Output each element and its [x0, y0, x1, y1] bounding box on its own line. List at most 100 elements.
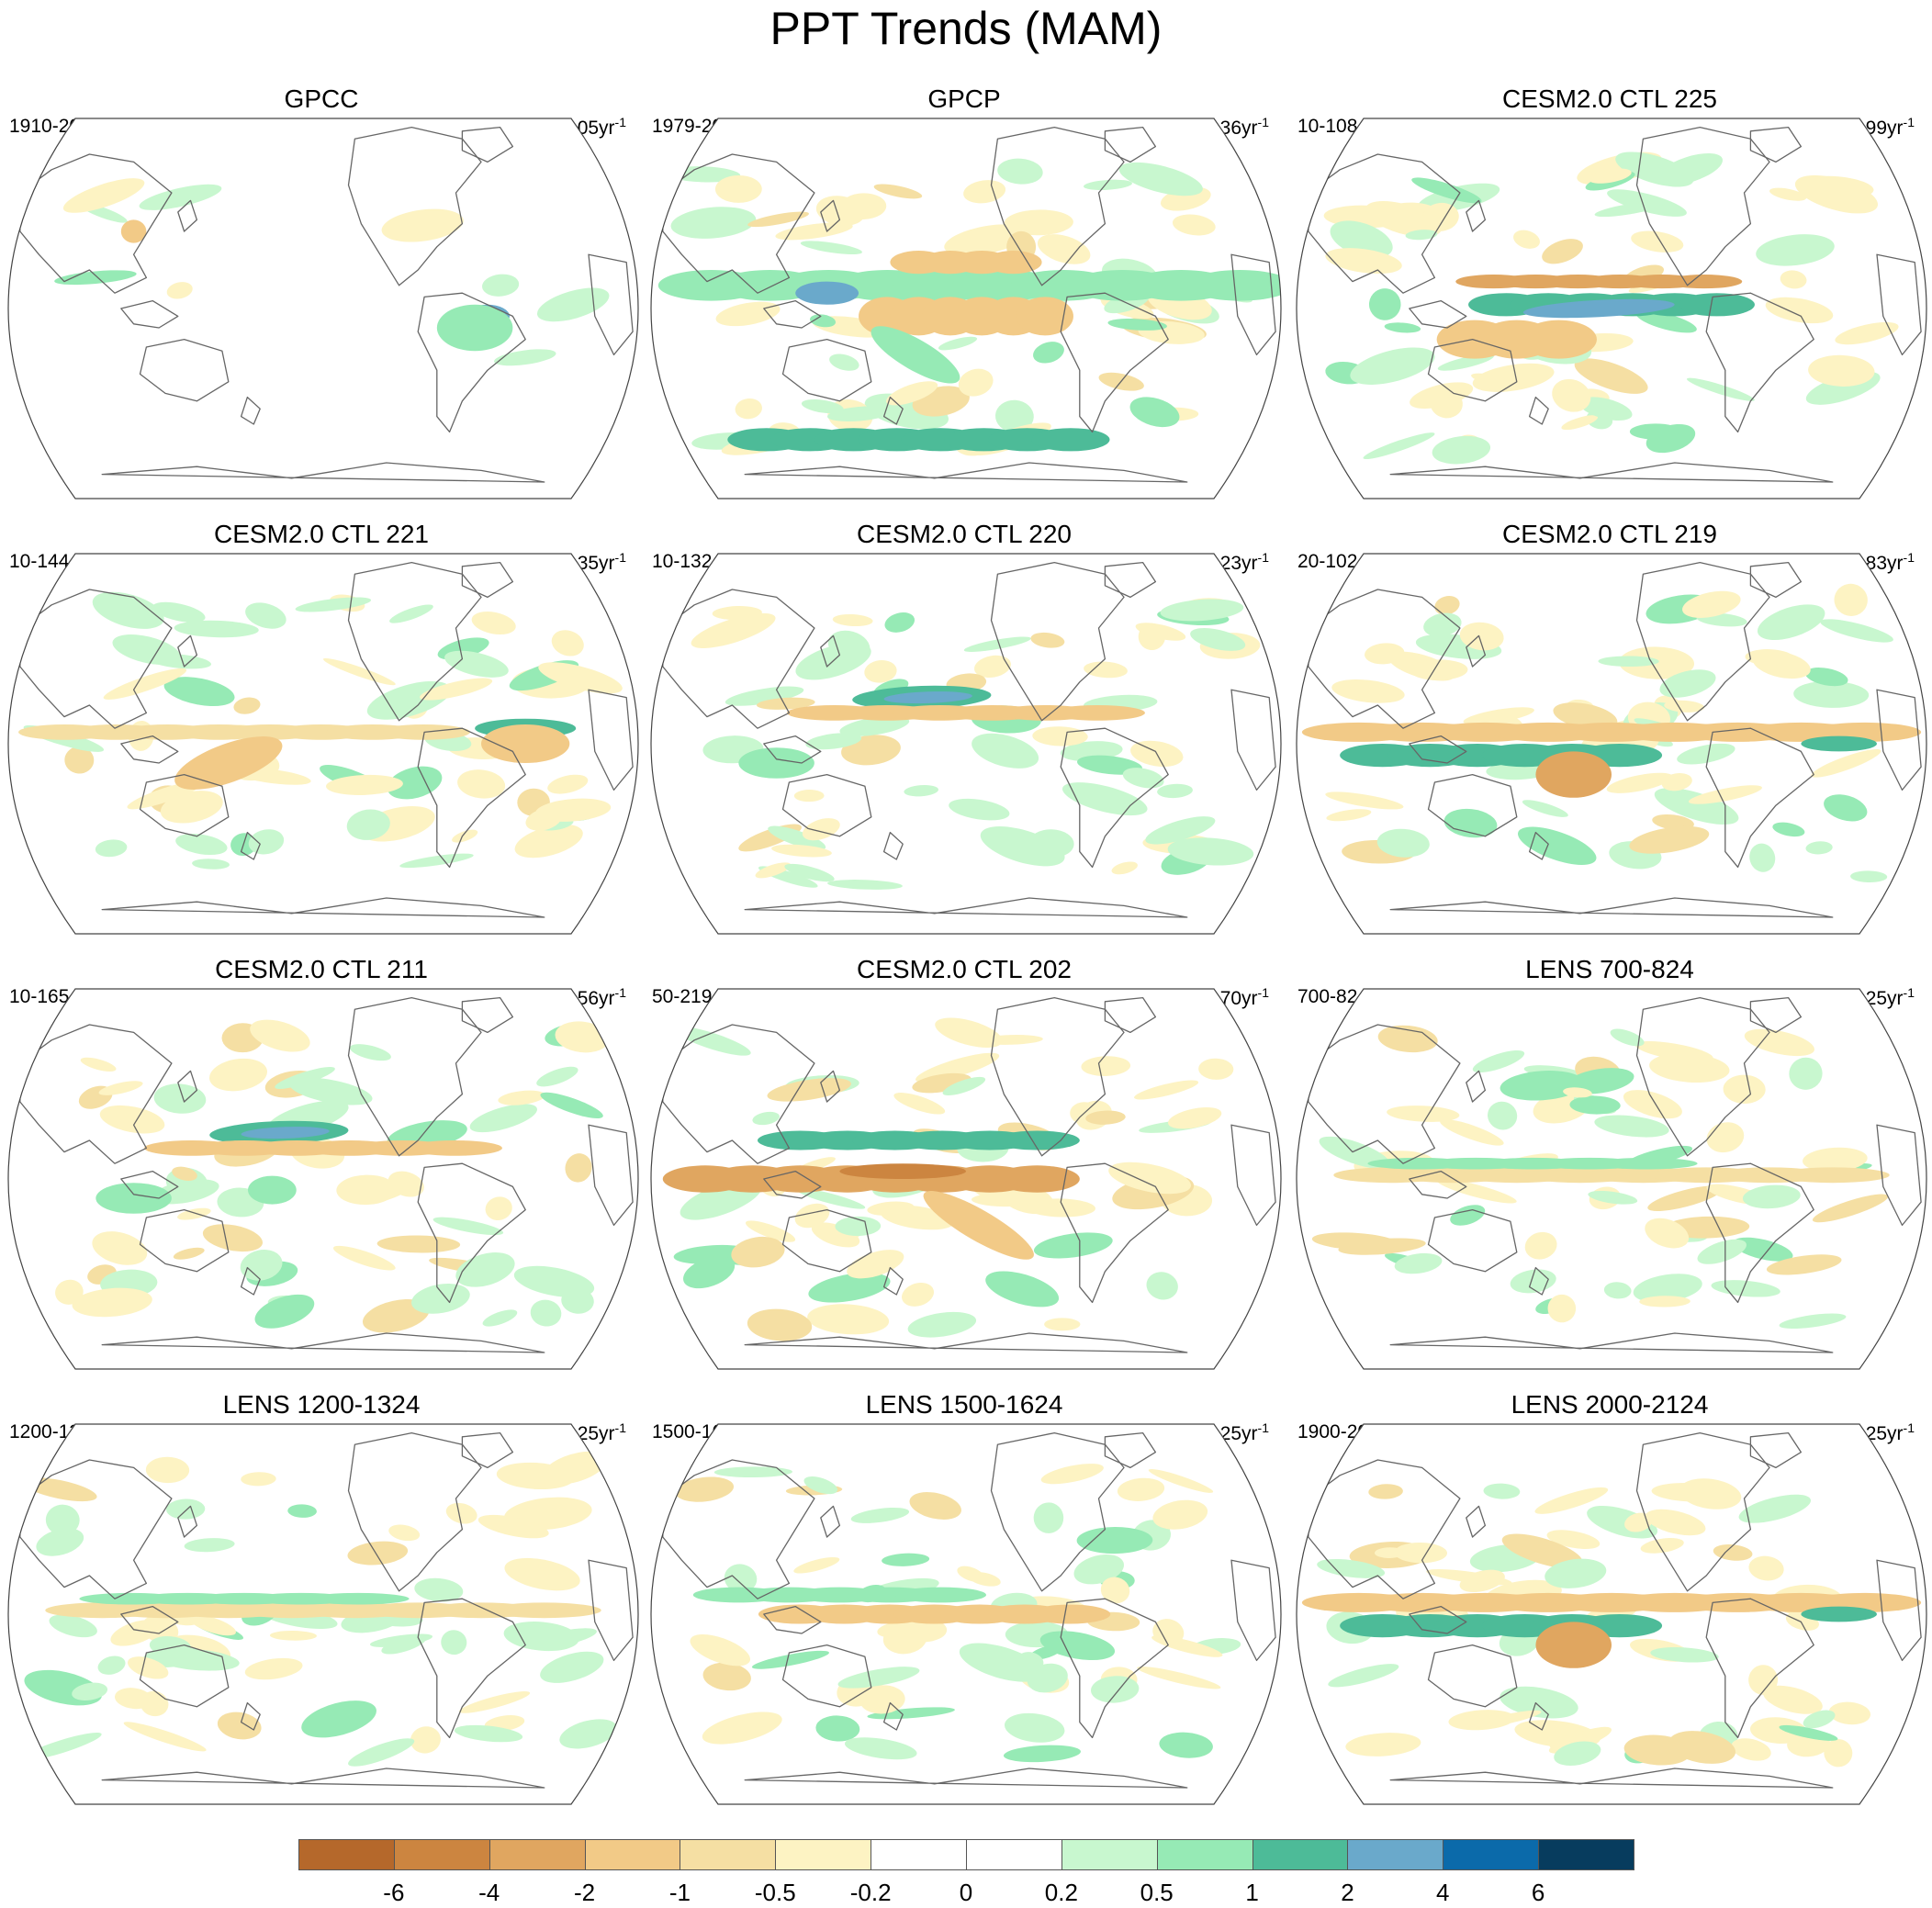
trend-contour	[1157, 783, 1193, 799]
coastline	[1528, 396, 1549, 425]
coastline	[120, 299, 179, 329]
trend-contour	[670, 207, 757, 239]
trend-contour	[160, 791, 223, 824]
colorbar-tick-label: -2	[574, 1879, 596, 1906]
trend-contour	[883, 691, 972, 704]
trend-contour	[902, 1282, 935, 1307]
trend-contour	[1076, 1527, 1153, 1554]
trend-contour	[36, 1528, 84, 1556]
trend-contour	[241, 1127, 330, 1139]
trend-contour	[1804, 668, 1848, 687]
trend-contour	[1779, 1313, 1847, 1330]
trend-contour	[241, 1472, 276, 1487]
trend-contour	[202, 1224, 264, 1252]
trend-contour	[683, 1256, 736, 1289]
trend-contour	[322, 657, 396, 686]
trend-contour	[1030, 632, 1065, 648]
trend-contour	[1769, 187, 1807, 201]
trend-contour	[1646, 1509, 1706, 1536]
coastline	[1308, 153, 1461, 294]
trend-contour	[45, 1504, 80, 1536]
coastline	[1427, 338, 1518, 402]
coastline	[820, 1505, 841, 1538]
trend-contour	[1159, 1732, 1213, 1758]
trend-contour	[1801, 1606, 1877, 1622]
trend-contour	[775, 222, 853, 241]
map-border	[7, 118, 639, 499]
trend-contour	[346, 809, 390, 840]
trend-contour	[984, 251, 1042, 275]
coastline	[1060, 1598, 1169, 1739]
trend-contour	[1117, 1477, 1165, 1501]
trend-contour	[1779, 1724, 1838, 1741]
trend-contour	[1129, 397, 1180, 428]
trend-contour	[1808, 354, 1875, 387]
trend-contour	[794, 1203, 830, 1229]
trend-contour	[92, 591, 164, 629]
trend-contour	[1834, 583, 1868, 616]
trend-contour	[1172, 214, 1216, 236]
trend-contour	[1679, 293, 1755, 317]
trend-contour	[485, 1196, 512, 1221]
trend-contour	[173, 1247, 205, 1260]
trend-contour	[1647, 1185, 1723, 1212]
trend-contour	[1037, 234, 1091, 264]
trend-contour	[923, 1191, 1034, 1260]
coastline	[1705, 292, 1814, 433]
colorbar-tick-label: 6	[1531, 1879, 1545, 1906]
trend-contour	[326, 774, 403, 795]
trend-contour	[64, 746, 95, 774]
trend-contour	[1594, 1115, 1669, 1138]
trend-contour	[1812, 1194, 1889, 1223]
trend-contour	[1363, 432, 1435, 460]
coastline	[139, 1208, 230, 1273]
trend-contour	[1631, 230, 1684, 253]
coastline	[101, 1332, 545, 1353]
trend-contour	[1518, 826, 1597, 865]
trend-contour	[724, 686, 804, 706]
trend-contour	[958, 368, 994, 397]
trend-contour	[1376, 828, 1430, 858]
trend-contour	[768, 825, 826, 850]
coastline	[820, 199, 841, 232]
trend-contour	[188, 1614, 236, 1636]
trend-contour	[1073, 1554, 1124, 1585]
trend-contour	[1122, 768, 1164, 789]
panel-title: LENS 2000-2124	[1511, 1390, 1709, 1419]
trend-contour	[95, 839, 128, 858]
trend-contour	[837, 1667, 920, 1689]
map-border	[650, 553, 1282, 935]
trend-contour	[436, 304, 513, 352]
coastline	[781, 1644, 872, 1708]
trend-contour	[1368, 288, 1401, 320]
coastline	[1876, 253, 1922, 356]
coastline	[1749, 561, 1803, 599]
trend-contour	[796, 1188, 866, 1209]
coastline	[1389, 897, 1834, 918]
trend-contour	[747, 211, 809, 228]
trend-contour	[1472, 363, 1555, 392]
trend-contour	[1350, 347, 1435, 385]
trend-contour	[1411, 177, 1482, 204]
coastline	[177, 1505, 198, 1538]
trend-contour	[381, 208, 464, 242]
trend-contour	[565, 1153, 592, 1183]
panel-title: CESM2.0 CTL 211	[215, 955, 428, 983]
trend-contour	[540, 1651, 604, 1683]
trend-contour	[1664, 700, 1705, 713]
trend-contour	[864, 660, 897, 683]
trend-contour	[540, 1092, 603, 1118]
world-map	[1296, 988, 1927, 1370]
trend-contour	[801, 398, 844, 414]
trend-contour	[1190, 628, 1246, 651]
trend-contour	[690, 1633, 751, 1667]
coastline	[417, 1162, 526, 1304]
coastline	[744, 1768, 1188, 1789]
trend-contour	[123, 1722, 207, 1752]
panel-period: 10-108	[1297, 116, 1358, 137]
coastline	[461, 996, 514, 1034]
coastline	[588, 1124, 634, 1227]
coastline	[417, 1598, 526, 1739]
trend-contour	[1828, 1701, 1871, 1725]
